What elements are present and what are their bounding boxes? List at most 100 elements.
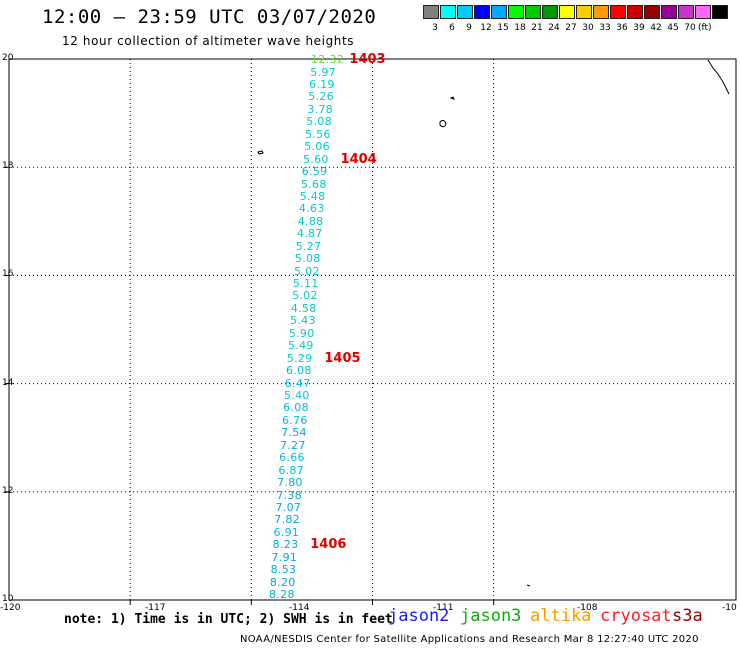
wave-height-value: 6.08: [286, 364, 312, 378]
latitude-label: 16: [2, 269, 14, 280]
island-outline: [449, 96, 455, 100]
wave-height-value: 6.66: [279, 451, 305, 465]
legend-label: 42: [650, 23, 662, 33]
wave-height-value: 7.91: [271, 550, 298, 564]
legend-swatch: [593, 5, 609, 19]
wave-height-value: 6.91: [273, 525, 300, 539]
wave-height-value: 5.06: [304, 140, 330, 154]
legend-unit: (ft): [698, 23, 712, 33]
wave-height-value: 7.54: [281, 426, 307, 440]
legend-swatch: [661, 5, 677, 19]
wave-height-value: 5.40: [283, 389, 310, 403]
units-note: note: 1) Time is in UTC; 2) SWH is in fe…: [64, 612, 393, 627]
wave-height-value: 8.23: [272, 538, 299, 552]
wave-height-value: 6.19: [309, 77, 335, 91]
longitude-label: -111: [433, 603, 454, 613]
wave-height-value: 5.11: [292, 277, 319, 291]
legend-label: 30: [582, 23, 594, 33]
wave-height-value: 4.88: [297, 214, 324, 228]
wave-height-value: 4.63: [298, 202, 325, 216]
map-border: [8, 58, 737, 601]
legend-label: 9: [466, 23, 472, 33]
wave-height-value: 5.43: [290, 314, 316, 328]
legend-label: 15: [497, 23, 509, 33]
legend-label: 3: [432, 23, 438, 33]
wave-height-value: 8.20: [269, 575, 296, 589]
legend-label: 18: [514, 23, 526, 33]
legend-swatch: [440, 5, 456, 19]
legend-swatch: [644, 5, 660, 19]
wave-height-value: 6.87: [278, 463, 305, 477]
legend-swatch: [423, 5, 439, 19]
satellite-name-s3a: s3a: [672, 606, 703, 626]
coastline: [707, 59, 730, 95]
latitude-label: 10: [2, 594, 14, 604]
legend-label: 45: [667, 23, 679, 33]
legend-label: 24: [548, 23, 560, 33]
legend-label: 39: [633, 23, 645, 33]
legend-swatch: [457, 5, 473, 19]
wave-height-value: 4.87: [296, 227, 323, 241]
footer-credit: NOAA/NESDIS Center for Satellite Applica…: [240, 634, 699, 645]
legend-swatch: [678, 5, 694, 19]
legend-label: 21: [531, 23, 543, 33]
satellite-name-jason3: jason3: [460, 606, 522, 626]
wave-height-value: 8.53: [270, 563, 297, 577]
wave-height-value: 5.08: [294, 252, 321, 266]
latitude-label: 12: [2, 485, 14, 496]
legend-swatch: [712, 5, 728, 19]
satellite-name-cryosat: cryosat: [600, 606, 672, 626]
pass-number-label: 1405: [324, 350, 361, 366]
satellite-name-jason2: jason2: [388, 606, 450, 626]
longitude-label: -108: [577, 603, 598, 613]
pass-number-label: 1406: [310, 537, 347, 553]
legend-label: 27: [565, 23, 577, 33]
wave-height-value: 5.56: [304, 127, 331, 141]
legend-swatch: [695, 5, 711, 19]
satellite-name-altika: altika: [530, 606, 592, 626]
legend-swatch: [474, 5, 490, 19]
longitude-label: -117: [145, 603, 166, 613]
legend-label: 6: [449, 23, 455, 33]
wave-height-value: 5.97: [310, 65, 336, 79]
wave-height-value: 4.58: [290, 301, 317, 315]
legend-swatch: [525, 5, 541, 19]
wave-height-value: 5.90: [288, 326, 315, 340]
longitude-label: -10: [722, 603, 737, 613]
wave-height-value: 5.02: [292, 289, 318, 303]
wave-height-value: 5.60: [302, 152, 329, 166]
pass-number-label: 1403: [349, 52, 386, 68]
map-title: 12:00 – 23:59 UTC 03/07/2020: [42, 6, 377, 28]
legend-swatch: [627, 5, 643, 19]
wave-height-value: 5.02: [294, 264, 320, 278]
wave-height-value: 12.32: [311, 53, 345, 67]
legend-swatch: [610, 5, 626, 19]
wave-height-value: 7.07: [275, 501, 302, 515]
island-outline: [439, 119, 447, 128]
latitude-label: 20: [2, 53, 14, 63]
legend-swatch: [576, 5, 592, 19]
legend-label: 12: [480, 23, 492, 33]
latitude-label: 18: [2, 161, 14, 172]
wave-height-value: 8.28: [269, 588, 295, 602]
wave-height-value: 5.48: [299, 189, 326, 203]
wave-height-value: 5.68: [300, 177, 327, 191]
legend-swatch: [542, 5, 558, 19]
wave-height-value: 6.08: [283, 401, 309, 415]
island-outline: [257, 150, 264, 155]
legend-label: 36: [616, 23, 628, 33]
wave-height-value: 5.49: [288, 339, 314, 353]
legend-swatch: [559, 5, 575, 19]
legend-label: 33: [599, 23, 611, 33]
wave-height-value: 7.38: [276, 488, 303, 502]
map-subtitle: 12 hour collection of altimeter wave hei…: [62, 34, 355, 48]
island-outline: [526, 584, 531, 587]
wave-height-value: 5.29: [286, 351, 313, 365]
wave-height-value: 7.80: [277, 476, 303, 490]
wave-height-value: 6.76: [281, 413, 308, 427]
longitude-label: -120: [0, 603, 21, 613]
longitude-label: -114: [289, 603, 310, 613]
wave-height-value: 5.08: [306, 115, 332, 129]
